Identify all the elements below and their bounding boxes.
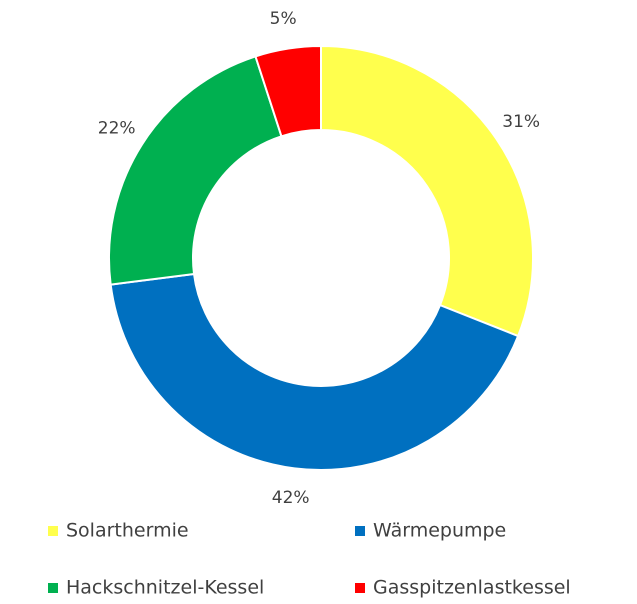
data-label: 31% — [502, 112, 540, 132]
donut-segment — [320, 44, 534, 338]
legend-swatch — [355, 526, 365, 536]
legend-label: Solarthermie — [66, 520, 189, 542]
legend-swatch — [48, 583, 58, 593]
legend-label: Wärmepumpe — [373, 520, 506, 542]
data-label: 42% — [272, 488, 310, 508]
donut-segment — [109, 272, 520, 471]
data-label: 5% — [270, 9, 297, 29]
legend-label: Gasspitzenlastkessel — [373, 577, 571, 599]
legend-swatch — [48, 526, 58, 536]
donut-segment — [254, 44, 322, 138]
legend-swatch — [355, 583, 365, 593]
legend-label: Hackschnitzel-Kessel — [66, 577, 264, 599]
data-label: 22% — [98, 118, 136, 138]
donut-segment — [108, 55, 283, 286]
